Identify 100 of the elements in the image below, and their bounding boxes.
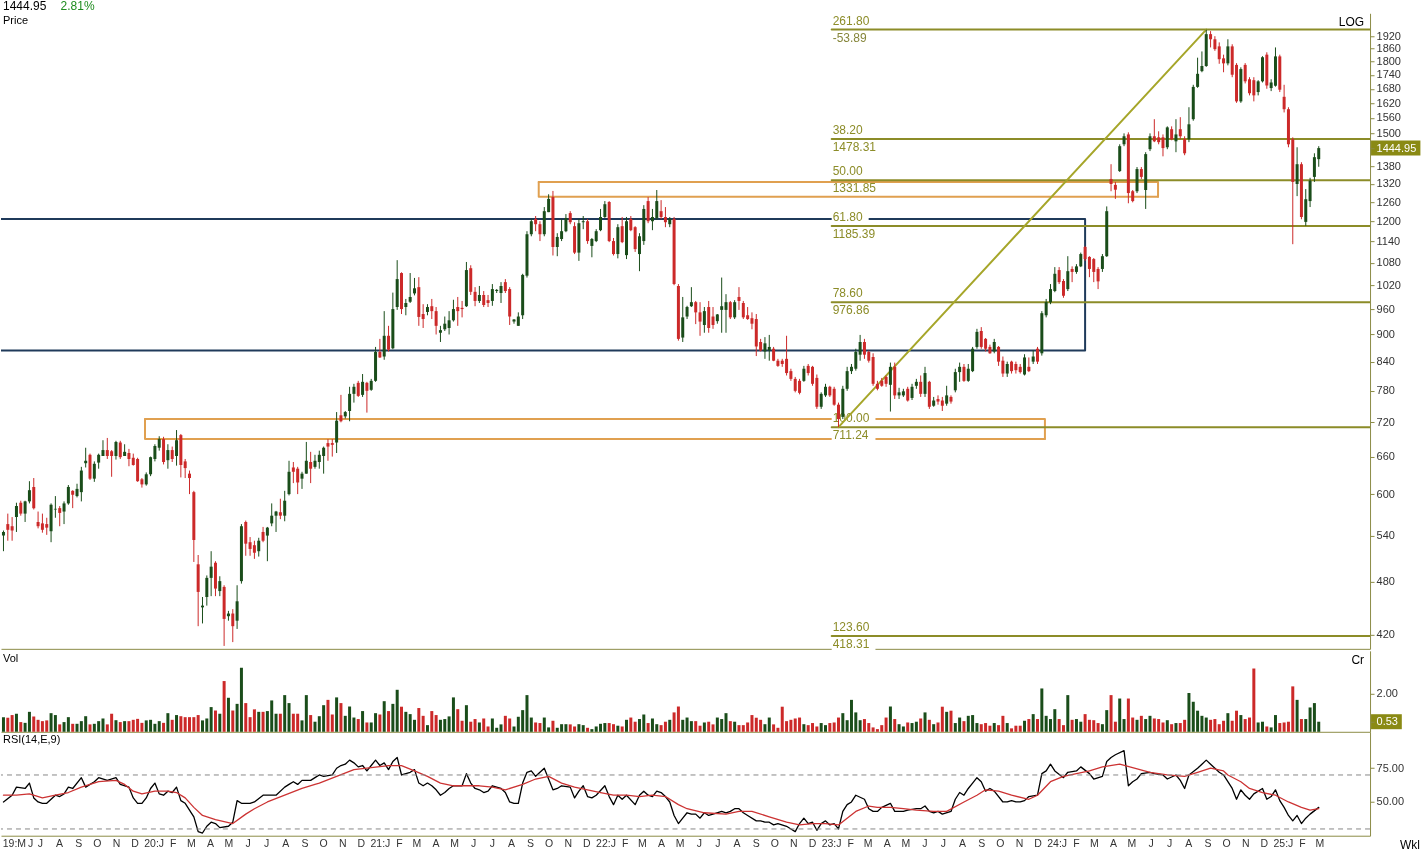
x-tick-label: 20:J (144, 838, 165, 850)
data-label: 1478.31 (832, 140, 877, 155)
y-tick-label: 75.00 (1376, 761, 1405, 774)
x-tick-label: F (1073, 838, 1080, 850)
x-tick-label: F (847, 838, 854, 850)
y-tick-label: 1860 (1376, 42, 1401, 55)
x-tick-label: A (282, 838, 290, 850)
x-tick-label: 24:J (1047, 838, 1068, 850)
x-tick-label: D (808, 838, 817, 850)
y-tick-label: 1560 (1376, 111, 1401, 124)
y-tick-label: 1680 (1376, 82, 1401, 95)
series-label: 61.80 (832, 210, 864, 225)
x-tick-label: A (658, 838, 666, 850)
x-tick-label: O (996, 838, 1005, 850)
y-tick-label: 1444.95 (1376, 141, 1417, 154)
x-tick-label: J (715, 838, 721, 850)
x-tick-label: M (901, 838, 911, 850)
chart-title: 1444.95 (3, 0, 47, 14)
y-tick-label: 1800 (1376, 55, 1401, 68)
annotation: LOG (1338, 15, 1365, 30)
x-tick-label: S (1204, 838, 1212, 850)
y-tick-label: 0.53 (1376, 715, 1398, 728)
x-tick-label: O (1222, 838, 1231, 850)
x-tick-label: J (940, 838, 947, 850)
x-tick-label: D (583, 838, 592, 850)
x-tick-label: O (545, 838, 554, 850)
x-tick-label: S (301, 838, 309, 850)
x-tick-label: 22:J (596, 838, 616, 850)
x-tick-label: J (27, 838, 34, 850)
x-tick-label: 19:M (2, 838, 27, 850)
x-tick-label: A (883, 838, 891, 850)
y-tick-label: 1260 (1376, 195, 1401, 208)
y-tick-label: 1920 (1376, 29, 1401, 42)
annotation: -53.89 (832, 30, 868, 45)
y-tick-label: 420 (1376, 628, 1395, 641)
x-tick-label: 25:J (1273, 838, 1294, 850)
x-tick-label: J (245, 838, 251, 850)
x-tick-label: J (922, 838, 928, 850)
y-tick-label: 900 (1376, 327, 1395, 340)
text: Wkl (1400, 837, 1420, 851)
x-tick-label: M (186, 838, 196, 850)
x-tick-label: 21:J (370, 838, 391, 850)
x-tick-label: F (396, 838, 403, 850)
y-tick-label: 600 (1376, 487, 1395, 500)
x-tick-label: O (93, 838, 102, 850)
x-tick-label: M (450, 838, 459, 850)
data-label: 976.86 (832, 303, 870, 318)
x-tick-label: S (752, 838, 760, 850)
x-tick-label: D (1260, 838, 1269, 850)
series-label: 123.60 (832, 620, 870, 635)
x-tick-label: N (564, 838, 573, 850)
x-tick-label: S (978, 838, 986, 850)
y-axis-title: RSI(14,E,9) (3, 732, 61, 745)
x-tick-label: F (170, 838, 177, 850)
series-label: 38.20 (832, 123, 864, 138)
y-tick-label: 1740 (1376, 68, 1401, 81)
y-tick-label: 660 (1376, 450, 1395, 463)
y-tick-label: 1380 (1376, 159, 1401, 172)
y-tick-label: 540 (1376, 529, 1395, 542)
x-tick-label: A (959, 838, 967, 850)
x-tick-label: A (733, 838, 741, 850)
x-tick-label: M (863, 838, 873, 850)
x-tick-label: 23:J (821, 838, 842, 850)
x-tick-label: A (507, 838, 515, 850)
y-tick-label: 1620 (1376, 96, 1401, 109)
y-tick-label: 1140 (1376, 234, 1401, 247)
data-label: 1185.39 (832, 227, 876, 242)
x-tick-label: J (1148, 838, 1154, 850)
y-tick-label: 1080 (1376, 256, 1401, 269)
series-label: 261.80 (832, 13, 870, 28)
x-tick-label: O (319, 838, 328, 850)
y-tick-label: 720 (1376, 415, 1395, 428)
data-label: 711.24 (832, 428, 869, 443)
x-tick-label: D (131, 838, 140, 850)
x-tick-label: F (1299, 838, 1306, 850)
y-tick-label: 1500 (1376, 126, 1401, 139)
x-tick-label: M (1315, 838, 1325, 850)
y-tick-label: 1320 (1376, 177, 1401, 190)
x-tick-label: D (357, 838, 366, 850)
y-axis-title: Vol (3, 651, 19, 664)
x-tick-label: N (1241, 838, 1250, 850)
x-tick-label: J (37, 838, 44, 850)
data-label: 418.31 (832, 637, 870, 652)
annotation: Cr (1351, 652, 1365, 667)
y-tick-label: 2.00 (1376, 687, 1398, 700)
x-tick-label: M (1089, 838, 1099, 850)
x-tick-label: M (224, 838, 234, 850)
x-tick-label: J (489, 838, 495, 850)
x-tick-label: J (1167, 838, 1173, 850)
x-tick-label: A (432, 838, 440, 850)
data-label: 1331.85 (832, 181, 877, 196)
x-tick-label: O (770, 838, 779, 850)
x-tick-label: A (1109, 838, 1117, 850)
x-tick-label: D (1034, 838, 1043, 850)
x-tick-label: J (471, 838, 477, 850)
x-tick-label: M (412, 838, 422, 850)
y-tick-label: 50.00 (1376, 795, 1405, 808)
series-label: 50.00 (832, 164, 864, 179)
y-axis-title: Price (3, 14, 29, 27)
x-tick-label: S (527, 838, 535, 850)
